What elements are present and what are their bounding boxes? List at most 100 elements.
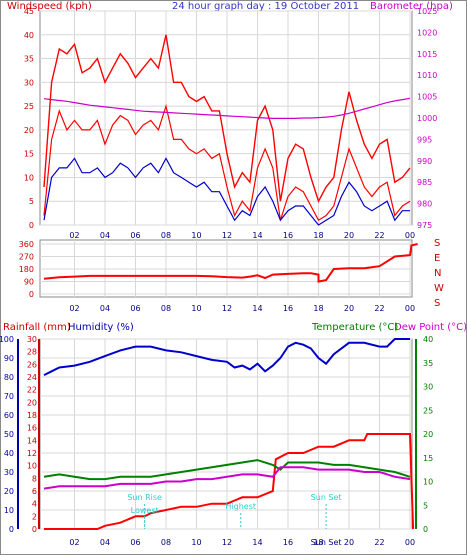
windspeed-tick-label: 5 xyxy=(29,197,34,206)
barometer-tick-label: 990 xyxy=(417,157,432,166)
barometer-tick-label: 1025 xyxy=(417,7,437,16)
rainfall-tick-label: 28 xyxy=(27,348,37,357)
barometer-tick-label: 1000 xyxy=(417,114,437,123)
panel1-xtick-label: 04 xyxy=(100,231,110,240)
panel3-xtick-label: 12 xyxy=(222,538,232,547)
compass-label: S xyxy=(434,238,440,249)
panel1-xtick-label: 06 xyxy=(130,231,140,240)
windspeed-tick-label: 40 xyxy=(24,31,34,40)
barometer-tick-label: 1005 xyxy=(417,93,437,102)
humidity-tick-label: 70 xyxy=(4,392,14,401)
panel1-xtick-label: 16 xyxy=(283,231,293,240)
temperature-tick-label: 10 xyxy=(423,478,433,487)
rainfall-tick-label: 4 xyxy=(32,500,37,509)
rainfall-tick-label: 10 xyxy=(27,462,37,471)
windspeed-axis-label: Windspeed (kph) xyxy=(7,1,92,12)
temperature-tick-label: 40 xyxy=(423,335,433,344)
rainfall-tick-label: 0 xyxy=(32,525,37,534)
panel2-xtick-label: 20 xyxy=(344,304,354,313)
barometer-tick-label: 985 xyxy=(417,178,432,187)
series-average-line xyxy=(43,157,410,226)
barometer-tick-label: 980 xyxy=(417,200,432,209)
annotation-label-lowest: Lowest xyxy=(131,506,159,515)
panel3-xtick-label: 16 xyxy=(283,538,293,547)
panel1-xtick-label: 10 xyxy=(191,231,201,240)
humidity-tick-label: 40 xyxy=(4,449,14,458)
panel3-xtick-label: 22 xyxy=(374,538,384,547)
compass-label: W xyxy=(434,283,444,294)
panel3-xtick-label: 02 xyxy=(69,538,79,547)
panel3-xtick-label: 18 xyxy=(313,538,323,547)
direction-tick-label: 180 xyxy=(19,265,34,274)
temperature-axis-label: Temperature (°C) xyxy=(311,322,398,333)
barometer-tick-label: 975 xyxy=(417,221,432,230)
panel2-xtick-label: 02 xyxy=(69,304,79,313)
series-rainfall-line xyxy=(44,433,415,530)
rainfall-tick-label: 26 xyxy=(27,360,37,369)
sun-set-tick-label: Sun Set xyxy=(311,538,342,547)
humidity-tick-label: 80 xyxy=(4,373,14,382)
barometer-axis-label: Barometer (hpa) xyxy=(370,1,453,12)
windspeed-tick-label: 25 xyxy=(24,102,34,111)
rainfall-tick-label: 18 xyxy=(27,411,37,420)
panel2-xtick-label: 10 xyxy=(191,304,201,313)
rainfall-axis-label: Rainfall (mm) xyxy=(3,322,71,333)
humidity-tick-label: 30 xyxy=(4,468,14,477)
panel2-xtick-label: 18 xyxy=(313,304,323,313)
barometer-tick-label: 1015 xyxy=(417,50,437,59)
panel2-xtick-label: 04 xyxy=(100,304,110,313)
panel2-xtick-label: 16 xyxy=(283,304,293,313)
rainfall-tick-label: 8 xyxy=(32,474,37,483)
compass-label: E xyxy=(434,253,440,264)
temperature-tick-label: 20 xyxy=(423,430,433,439)
windspeed-tick-label: 45 xyxy=(24,7,34,16)
windspeed-tick-label: 30 xyxy=(24,78,34,87)
humidity-tick-label: 50 xyxy=(4,430,14,439)
barometer-tick-label: 1020 xyxy=(417,28,437,37)
annotation-label-highest: Highest xyxy=(225,502,256,511)
series-speed-line xyxy=(43,103,411,222)
temperature-tick-label: 5 xyxy=(423,501,428,510)
series-direction-line xyxy=(43,243,418,283)
rainfall-tick-label: 30 xyxy=(27,335,37,344)
temperature-tick-label: 15 xyxy=(423,454,433,463)
panel1-xtick-label: 18 xyxy=(313,231,323,240)
panel1-xtick-label: 00 xyxy=(405,231,415,240)
series-humidity-line xyxy=(43,338,410,376)
temperature-tick-label: 30 xyxy=(423,383,433,392)
chart-title: 24 hour graph day : 19 October 2011 xyxy=(172,1,359,12)
compass-label: N xyxy=(434,268,441,279)
windspeed-tick-label: 20 xyxy=(24,126,34,135)
windspeed-tick-label: 10 xyxy=(24,173,34,182)
temperature-tick-label: 0 xyxy=(423,525,428,534)
rainfall-tick-label: 20 xyxy=(27,398,37,407)
windspeed-tick-label: 35 xyxy=(24,55,34,64)
panel3-xtick-label: 00 xyxy=(405,538,415,547)
series-temperature-line xyxy=(43,459,411,481)
panel2-xtick-label: 06 xyxy=(130,304,140,313)
panel2-xtick-label: 08 xyxy=(161,304,171,313)
humidity-tick-label: 20 xyxy=(4,487,14,496)
humidity-tick-label: 100 xyxy=(0,335,14,344)
windspeed-tick-label: 0 xyxy=(29,221,34,230)
rainfall-tick-label: 14 xyxy=(27,436,37,445)
panel3-xtick-label: 06 xyxy=(130,538,140,547)
humidity-tick-label: 60 xyxy=(4,411,14,420)
panel3-xtick-label: 20 xyxy=(344,538,354,547)
panel3-xtick-label: 08 xyxy=(161,538,171,547)
temperature-tick-label: 35 xyxy=(423,359,433,368)
direction-tick-label: 90 xyxy=(24,278,34,287)
panel2-xtick-label: 22 xyxy=(374,304,384,313)
panel1-xtick-label: 20 xyxy=(344,231,354,240)
panel1-xtick-label: 08 xyxy=(161,231,171,240)
panel3-xtick-label: 10 xyxy=(191,538,201,547)
humidity-tick-label: 0 xyxy=(9,525,14,534)
panel2-xtick-label: 14 xyxy=(252,304,262,313)
rainfall-tick-label: 2 xyxy=(32,512,37,521)
direction-tick-label: 0 xyxy=(29,290,34,299)
humidity-tick-label: 10 xyxy=(4,506,14,515)
panel2-xtick-label: 00 xyxy=(405,304,415,313)
series-dew-point-line xyxy=(43,466,411,490)
windspeed-tick-label: 15 xyxy=(24,150,34,159)
